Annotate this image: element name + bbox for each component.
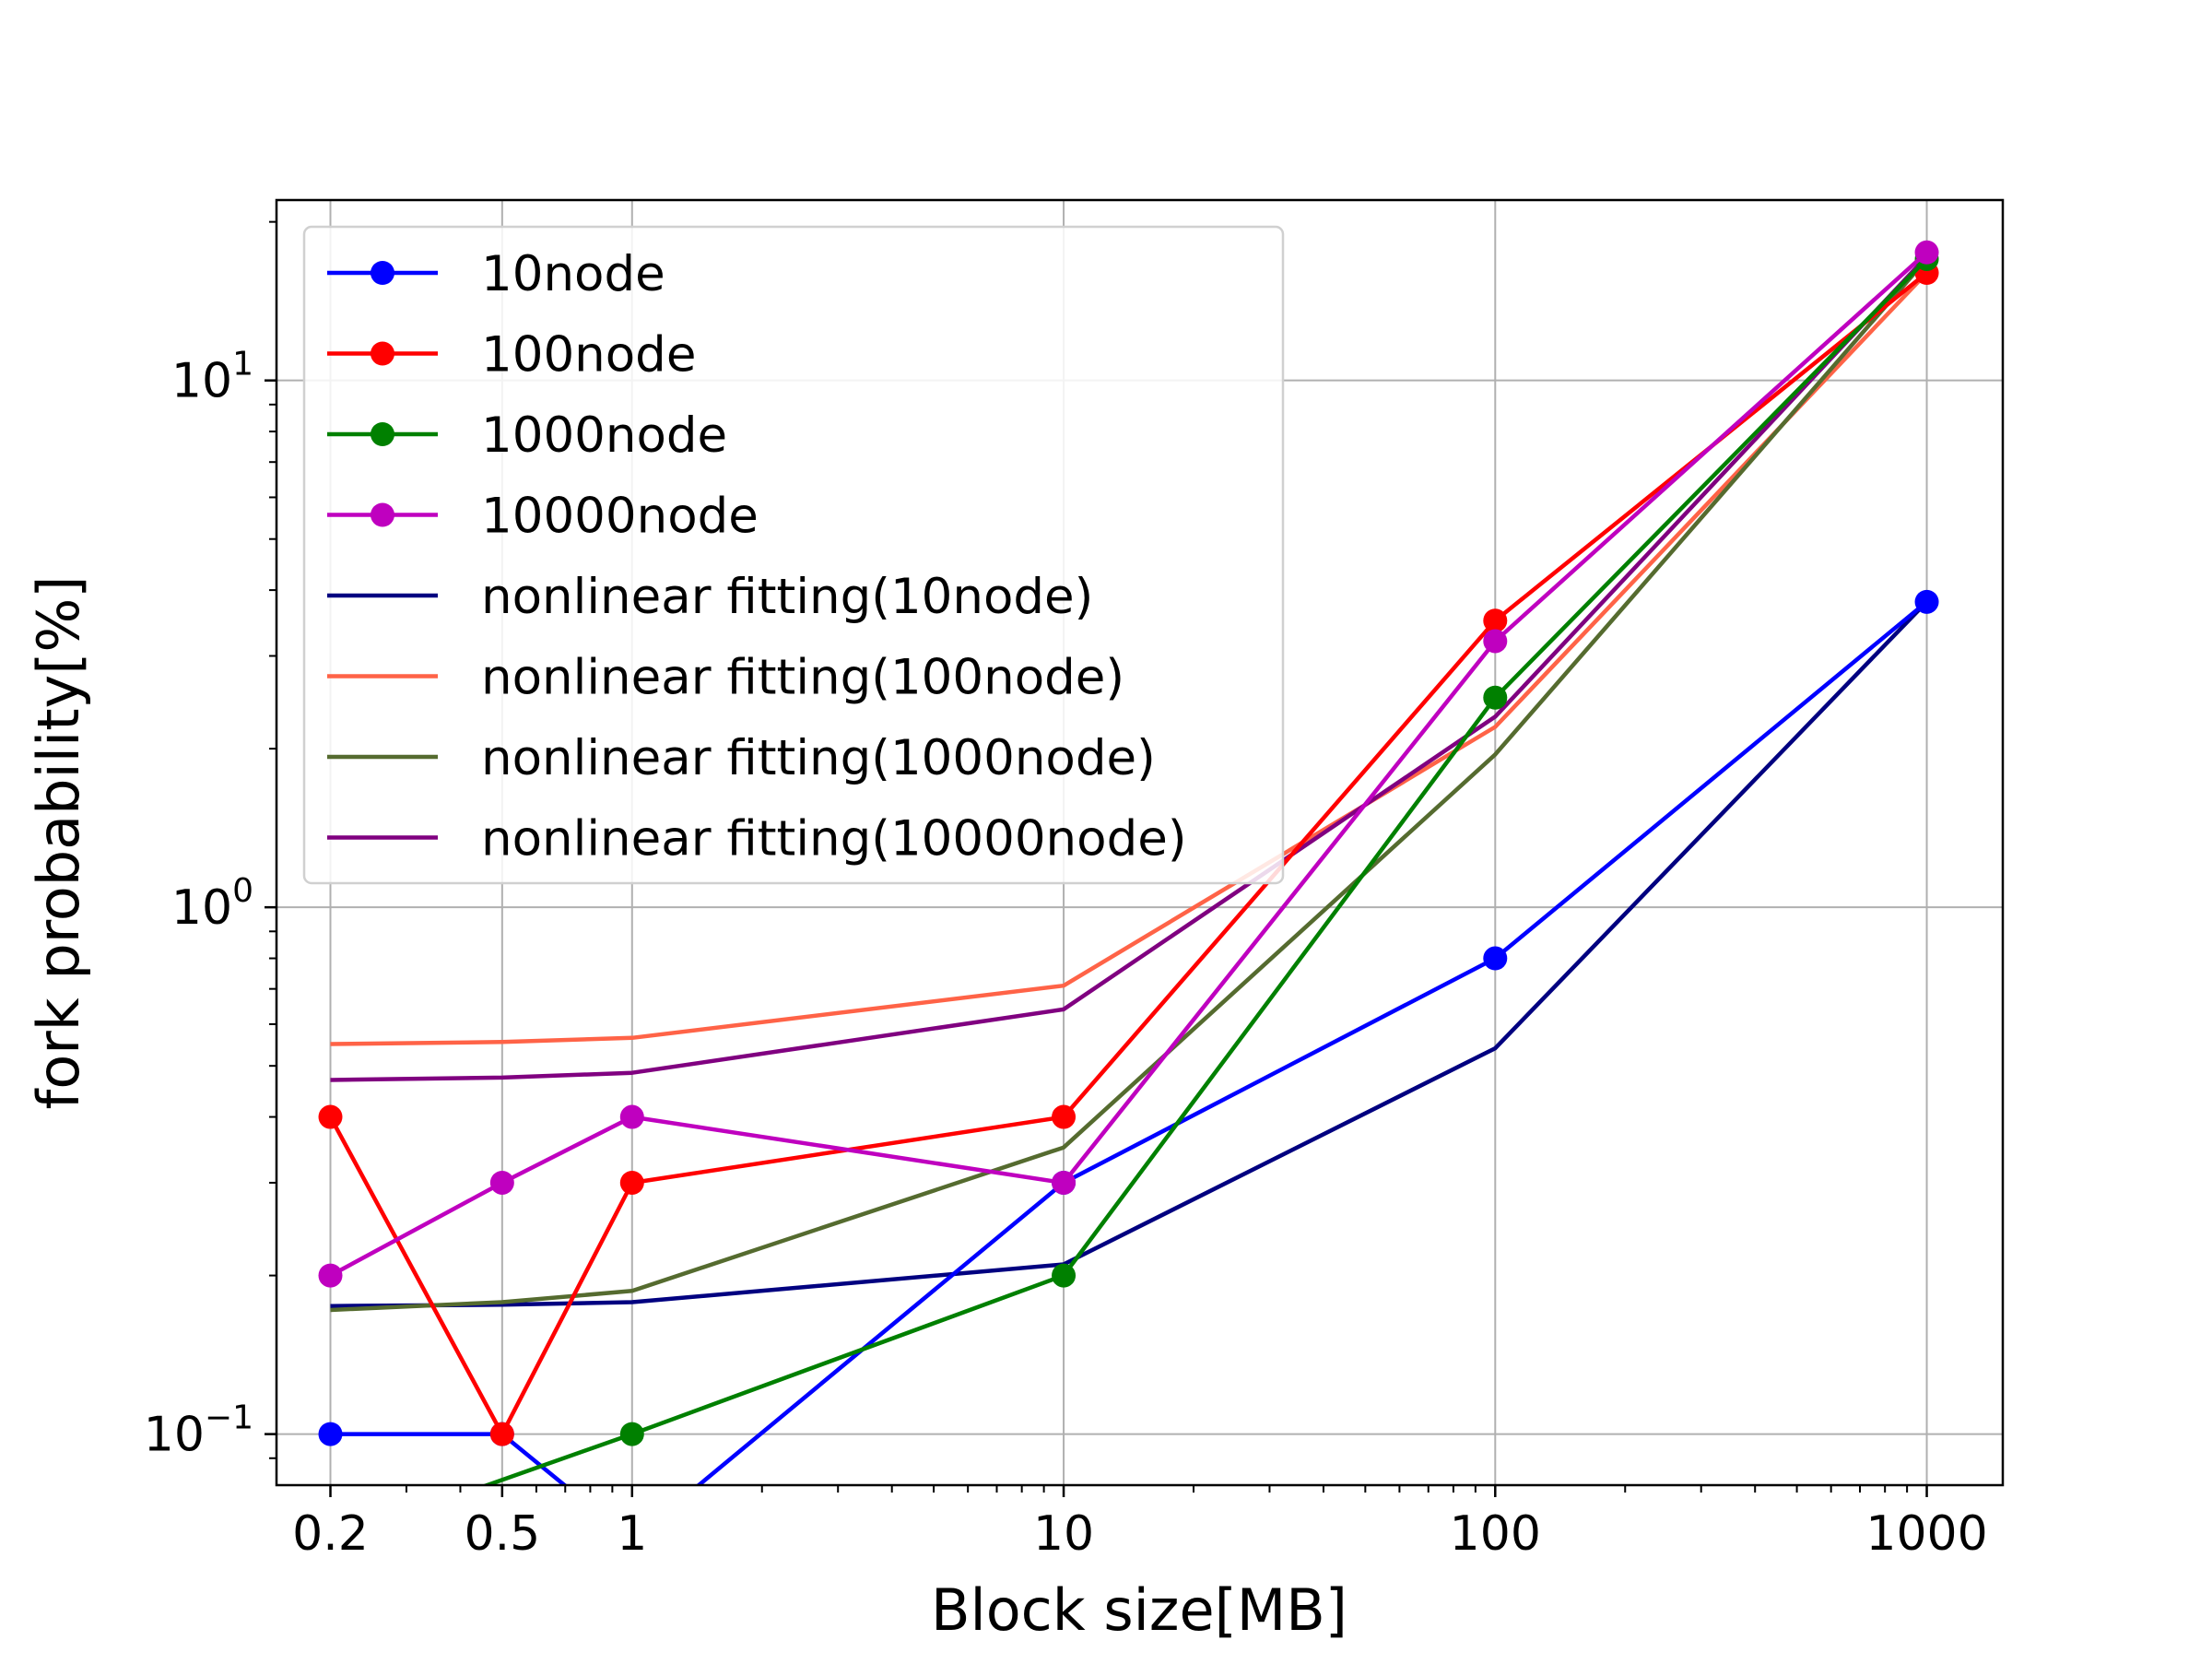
legend-item: 10node — [327, 246, 665, 302]
legend: 10node 100node 1000node 10000node nonlinear … — [302, 225, 1285, 885]
data-point — [619, 1422, 644, 1446]
x-tick-label: 100 — [1450, 1506, 1541, 1562]
x-axis-title: Block size[MB] — [931, 1576, 1347, 1644]
legend-label: nonlinear fitting(10node) — [481, 569, 1093, 625]
y-tick-exponent: 1 — [232, 346, 253, 384]
legend-item: nonlinear fitting(1000node) — [327, 730, 1156, 786]
legend-item: 100node — [327, 327, 696, 384]
series-nonlinear-fitting-1000node- — [330, 257, 1929, 1313]
legend-marker — [371, 261, 394, 285]
legend-item: nonlinear fitting(100node) — [327, 650, 1124, 706]
series-nonlinear-fitting-10000node- — [330, 254, 1929, 1082]
x-tick-label: 0.5 — [464, 1506, 540, 1562]
series-line — [330, 271, 1929, 1046]
series-layer — [318, 240, 1939, 1485]
data-point — [1052, 1263, 1077, 1288]
series-line — [330, 254, 1929, 1082]
y-tick-base: 10 — [171, 880, 232, 936]
x-tick-label: 1000 — [1865, 1506, 1987, 1562]
data-point — [619, 1170, 644, 1195]
x-tick-label: 1 — [617, 1506, 647, 1562]
legend-label: 1000node — [481, 407, 727, 464]
series-nonlinear-fitting-100node- — [330, 271, 1929, 1046]
data-point — [318, 1104, 343, 1129]
y-tick-label: 10−1 — [144, 1399, 253, 1463]
legend-marker — [371, 341, 394, 366]
data-point — [1052, 1170, 1077, 1195]
y-tick-exponent: 0 — [232, 872, 253, 910]
y-tick-base: 10 — [171, 354, 232, 409]
y-tick-base: 10 — [144, 1408, 205, 1463]
series-1000node — [480, 246, 1939, 1485]
series-line — [330, 257, 1929, 1313]
series-10000node — [318, 240, 1939, 1288]
legend-box — [302, 225, 1285, 885]
legend-label: 10node — [481, 246, 665, 302]
data-point — [1483, 629, 1508, 654]
plot-frame — [275, 198, 2005, 1487]
series-line — [330, 600, 1928, 1485]
data-point — [1914, 240, 1939, 265]
legend-label: nonlinear fitting(10000node) — [481, 811, 1187, 867]
legend-marker — [371, 502, 394, 527]
data-point — [489, 1422, 514, 1446]
x-tick-label: 10 — [1033, 1506, 1094, 1562]
data-point — [489, 1170, 514, 1195]
y-tick-label: 100 — [171, 872, 253, 936]
x-tick-label: 0.2 — [292, 1506, 369, 1562]
legend-label: 10000node — [481, 489, 759, 545]
data-point — [318, 1263, 343, 1288]
data-point — [1914, 589, 1939, 614]
legend-item: 10000node — [327, 489, 759, 545]
legend-item: nonlinear fitting(10node) — [327, 569, 1093, 625]
y-tick-exponent: −1 — [205, 1399, 253, 1437]
legend-label: nonlinear fitting(1000node) — [481, 730, 1156, 786]
data-point — [1483, 685, 1508, 710]
data-point — [1483, 946, 1508, 971]
data-point — [1483, 608, 1508, 633]
data-point — [1052, 1104, 1077, 1129]
y-tick-label: 101 — [171, 346, 253, 409]
legend-item: nonlinear fitting(10000node) — [327, 811, 1187, 867]
legend-item: 1000node — [327, 407, 727, 464]
legend-label: nonlinear fitting(100node) — [481, 650, 1124, 706]
data-point — [318, 1422, 343, 1446]
legend-label: 100node — [481, 327, 696, 384]
series-line — [329, 251, 1929, 1278]
y-axis-title: fork probability[%] — [25, 576, 92, 1110]
data-point — [619, 1104, 644, 1129]
legend-marker — [371, 422, 394, 446]
